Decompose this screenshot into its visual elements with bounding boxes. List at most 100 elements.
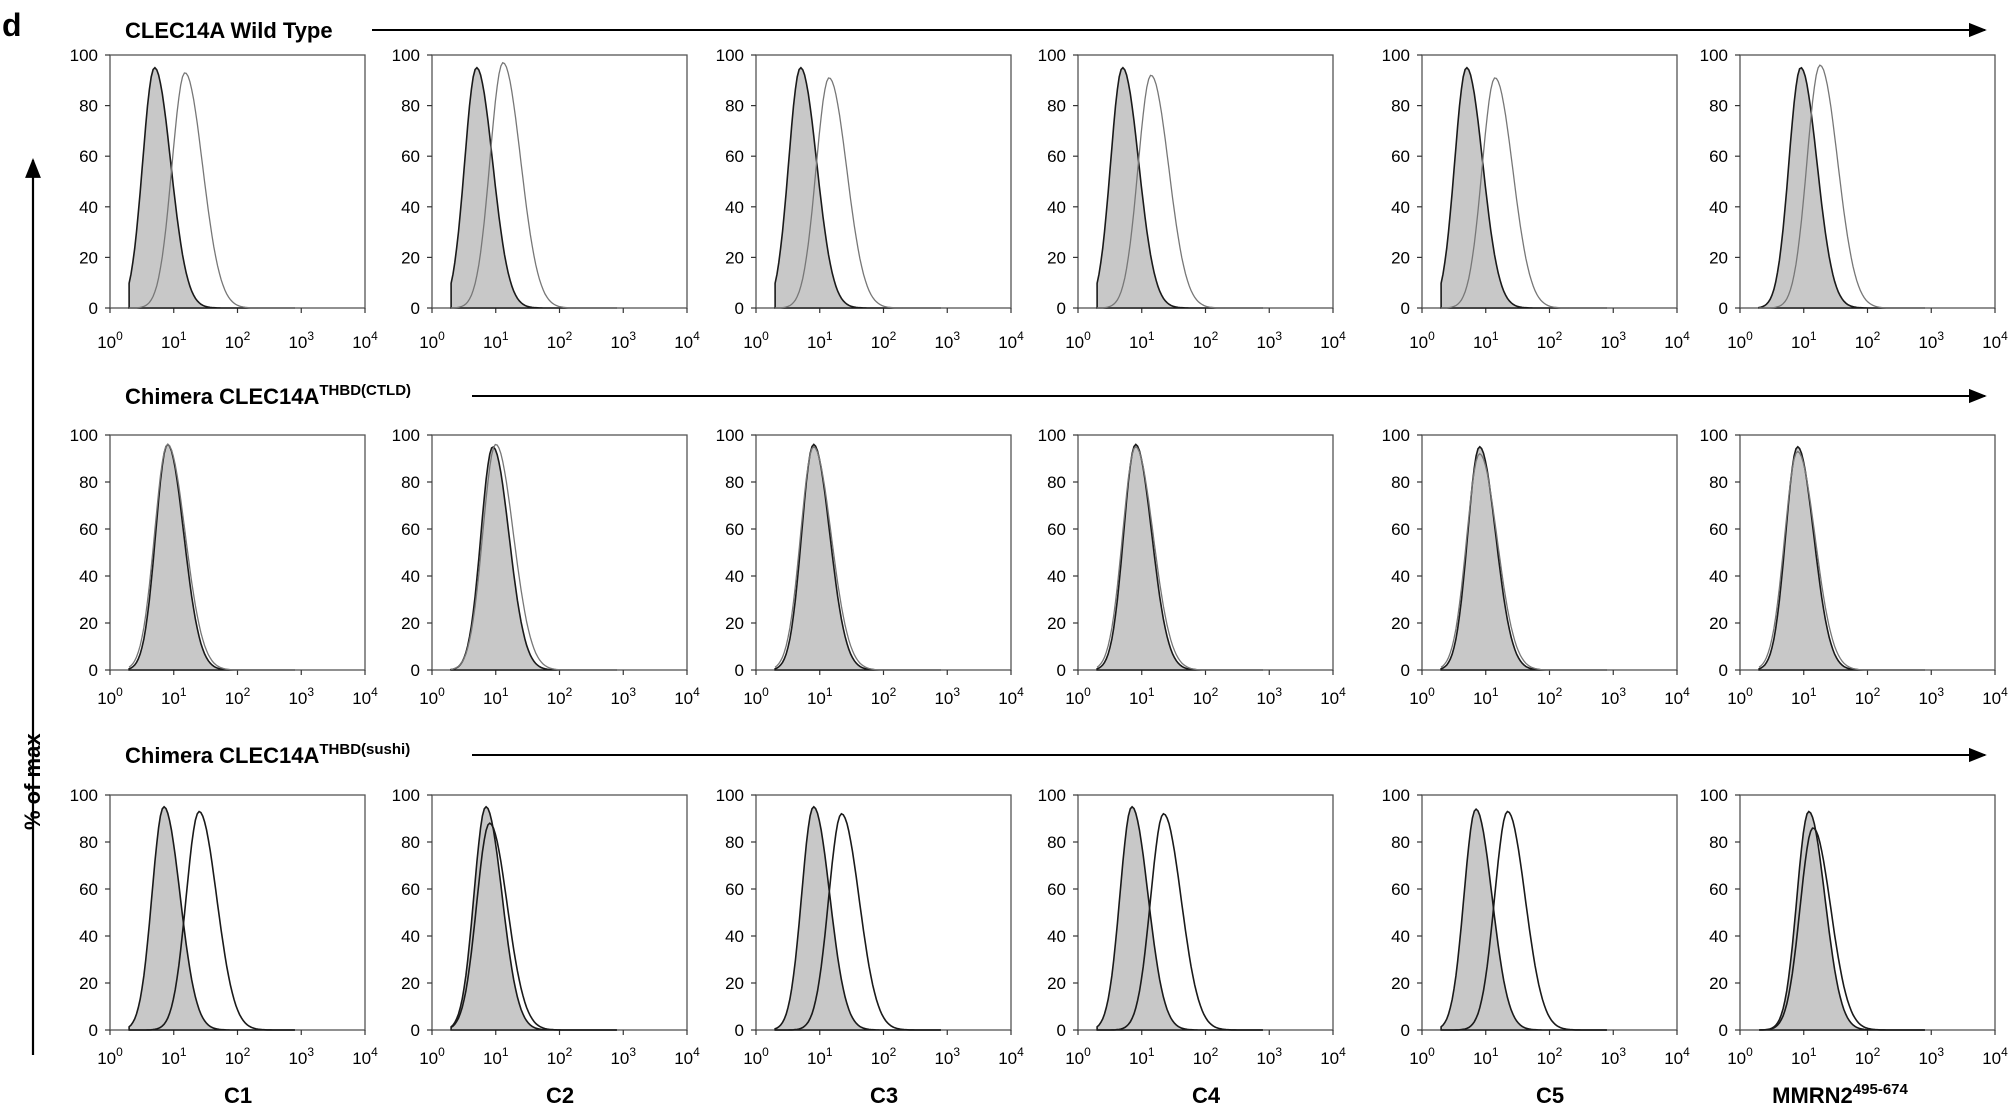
x-tick-label: 103 bbox=[610, 685, 636, 708]
row-titles: CLEC14A Wild Type Chimera CLEC14ATHBD(CTL… bbox=[125, 18, 411, 768]
row-title-2: Chimera CLEC14ATHBD(CTLD) bbox=[125, 382, 411, 409]
x-tick-label: 100 bbox=[1409, 1045, 1435, 1068]
x-tick-label: 100 bbox=[97, 685, 123, 708]
control-histogram bbox=[1440, 66, 1607, 309]
x-tick-label: 100 bbox=[419, 329, 445, 352]
panel-letter: d bbox=[2, 7, 22, 43]
panel-r3-c1: 0 20 40 60 80 100 100 101 102 103 104 bbox=[70, 786, 378, 1068]
y-tick-label: 20 bbox=[1047, 974, 1066, 993]
y-tick-label: 60 bbox=[1391, 520, 1410, 539]
y-tick-label: 0 bbox=[1401, 661, 1410, 680]
y-tick-label: 80 bbox=[79, 473, 98, 492]
y-tick-label: 100 bbox=[1700, 426, 1728, 445]
control-histogram bbox=[1758, 445, 1925, 671]
panel-r3-c3: 0 20 40 60 80 100 100 101 102 103 104 bbox=[716, 786, 1024, 1068]
row-title-1: CLEC14A Wild Type bbox=[125, 18, 333, 43]
column-labels: C1 C2 C3 C4 C5 MMRN2495-674 bbox=[224, 1081, 1909, 1108]
x-tick-label: 100 bbox=[1065, 329, 1091, 352]
column-label-c4: C4 bbox=[1192, 1083, 1221, 1108]
y-tick-label: 60 bbox=[1047, 147, 1066, 166]
control-histogram bbox=[1096, 443, 1263, 671]
sample-histogram bbox=[774, 445, 941, 671]
panel-r1-c1: 0 20 40 60 80 100 100 101 102 103 104 bbox=[70, 46, 378, 352]
sample-histogram bbox=[1097, 812, 1263, 1031]
y-tick-label: 40 bbox=[79, 567, 98, 586]
y-tick-label: 20 bbox=[1391, 248, 1410, 267]
y-tick-label: 40 bbox=[401, 198, 420, 217]
x-tick-label: 100 bbox=[1065, 1045, 1091, 1068]
y-tick-label: 0 bbox=[89, 1021, 98, 1040]
y-tick-label: 60 bbox=[79, 880, 98, 899]
panel-r3-c2: 0 20 40 60 80 100 100 101 102 103 104 bbox=[392, 786, 700, 1068]
y-tick-label: 60 bbox=[401, 880, 420, 899]
x-tick-label: 103 bbox=[288, 329, 314, 352]
x-tick-label: 101 bbox=[1129, 1045, 1155, 1068]
x-tick-label: 103 bbox=[1256, 1045, 1282, 1068]
x-tick-label: 103 bbox=[1256, 329, 1282, 352]
y-tick-label: 100 bbox=[1382, 786, 1410, 805]
y-tick-label: 40 bbox=[1047, 567, 1066, 586]
y-tick-label: 80 bbox=[1391, 833, 1410, 852]
y-tick-label: 40 bbox=[1709, 927, 1728, 946]
histogram-panels: 0 20 40 60 80 100 100 101 102 103 104 0 20 40 60 80 100 1… bbox=[70, 46, 2008, 1068]
y-tick-label: 20 bbox=[725, 974, 744, 993]
panel-r1-c2: 0 20 40 60 80 100 100 101 102 103 104 bbox=[392, 46, 700, 352]
x-tick-label: 101 bbox=[483, 1045, 509, 1068]
y-tick-label: 0 bbox=[89, 661, 98, 680]
x-tick-label: 102 bbox=[1193, 329, 1219, 352]
x-tick-label: 104 bbox=[1320, 1045, 1346, 1068]
sample-histogram bbox=[775, 812, 941, 1031]
y-tick-label: 20 bbox=[725, 614, 744, 633]
sample-histogram bbox=[450, 822, 617, 1031]
x-tick-label: 102 bbox=[1537, 685, 1563, 708]
x-tick-label: 100 bbox=[419, 1045, 445, 1068]
y-tick-label: 0 bbox=[735, 299, 744, 318]
sample-histogram bbox=[129, 810, 295, 1031]
y-tick-label: 100 bbox=[1700, 46, 1728, 65]
control-histogram bbox=[1096, 805, 1263, 1031]
column-label-c3: C3 bbox=[870, 1083, 898, 1108]
sample-histogram bbox=[1096, 445, 1263, 671]
sample-histogram bbox=[129, 72, 295, 309]
x-tick-label: 103 bbox=[1600, 329, 1626, 352]
sample-histogram bbox=[451, 61, 617, 309]
x-tick-label: 103 bbox=[1918, 1045, 1944, 1068]
x-tick-label: 103 bbox=[288, 685, 314, 708]
x-tick-label: 100 bbox=[743, 685, 769, 708]
x-tick-label: 102 bbox=[547, 329, 573, 352]
x-tick-label: 101 bbox=[807, 329, 833, 352]
y-tick-label: 40 bbox=[1391, 927, 1410, 946]
y-tick-label: 40 bbox=[1391, 567, 1410, 586]
x-tick-label: 100 bbox=[743, 329, 769, 352]
y-tick-label: 60 bbox=[1047, 880, 1066, 899]
x-tick-label: 104 bbox=[1982, 685, 2008, 708]
x-tick-label: 104 bbox=[1664, 329, 1690, 352]
y-tick-label: 0 bbox=[1057, 299, 1066, 318]
x-tick-label: 104 bbox=[352, 1045, 378, 1068]
x-tick-label: 101 bbox=[161, 685, 187, 708]
x-tick-label: 102 bbox=[1537, 1045, 1563, 1068]
y-tick-label: 40 bbox=[725, 567, 744, 586]
x-tick-label: 101 bbox=[1473, 1045, 1499, 1068]
panel-r1-c5: 0 20 40 60 80 100 100 101 102 103 104 bbox=[1382, 46, 1690, 352]
y-tick-label: 20 bbox=[401, 974, 420, 993]
control-histogram bbox=[128, 66, 295, 309]
panel-r1-c3: 0 20 40 60 80 100 100 101 102 103 104 bbox=[716, 46, 1024, 352]
x-tick-label: 104 bbox=[1982, 329, 2008, 352]
control-histogram bbox=[450, 805, 617, 1031]
panel-r2-c5: 0 20 40 60 80 100 100 101 102 103 104 bbox=[1382, 426, 1690, 708]
y-tick-label: 0 bbox=[735, 661, 744, 680]
x-tick-label: 104 bbox=[1320, 685, 1346, 708]
y-tick-label: 80 bbox=[725, 473, 744, 492]
x-tick-label: 102 bbox=[1855, 685, 1881, 708]
y-tick-label: 100 bbox=[1382, 46, 1410, 65]
panel-r2-c4: 0 20 40 60 80 100 100 101 102 103 104 bbox=[1038, 426, 1346, 708]
y-tick-label: 20 bbox=[725, 248, 744, 267]
y-tick-label: 20 bbox=[79, 974, 98, 993]
y-tick-label: 100 bbox=[70, 426, 98, 445]
x-tick-label: 101 bbox=[161, 1045, 187, 1068]
x-tick-label: 102 bbox=[871, 685, 897, 708]
x-tick-label: 102 bbox=[547, 1045, 573, 1068]
y-tick-label: 100 bbox=[392, 46, 420, 65]
y-tick-label: 0 bbox=[411, 1021, 420, 1040]
